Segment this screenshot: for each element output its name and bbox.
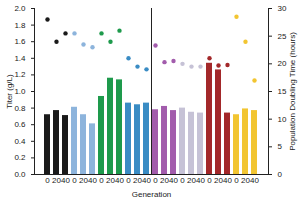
svg-text:20: 20 [278, 59, 287, 68]
svg-text:20: 20 [241, 176, 250, 186]
svg-text:0: 0 [207, 176, 212, 185]
svg-text:Generation: Generation [132, 190, 172, 199]
svg-text:20: 20 [214, 176, 223, 186]
svg-text:0: 0 [180, 176, 185, 185]
svg-text:30: 30 [278, 4, 287, 13]
svg-text:25: 25 [278, 32, 287, 41]
svg-text:40: 40 [142, 176, 151, 185]
svg-text:0: 0 [72, 176, 77, 185]
svg-text:1.8: 1.8 [14, 21, 26, 30]
svg-text:40: 40 [223, 176, 232, 185]
svg-text:0.2: 0.2 [14, 153, 26, 162]
svg-text:0: 0 [45, 176, 50, 185]
svg-text:10: 10 [278, 115, 287, 124]
svg-text:0: 0 [99, 176, 104, 185]
svg-text:0.6: 0.6 [14, 120, 26, 129]
svg-text:Population Doubling Time (hour: Population Doubling Time (hours) [288, 32, 297, 151]
svg-text:0.0: 0.0 [14, 170, 26, 179]
svg-text:1.6: 1.6 [14, 37, 26, 46]
svg-text:0: 0 [234, 176, 239, 185]
svg-text:5: 5 [278, 142, 283, 151]
svg-text:0.8: 0.8 [14, 104, 26, 113]
svg-text:40: 40 [61, 176, 70, 185]
svg-text:0: 0 [278, 170, 283, 179]
svg-text:40: 40 [115, 176, 124, 185]
svg-text:0: 0 [126, 176, 131, 185]
svg-text:20: 20 [133, 176, 142, 186]
svg-text:1.2: 1.2 [14, 70, 26, 79]
svg-text:1.4: 1.4 [14, 54, 26, 63]
svg-text:2.0: 2.0 [14, 4, 26, 13]
svg-text:40: 40 [196, 176, 205, 185]
svg-text:40: 40 [88, 176, 97, 185]
svg-text:20: 20 [187, 176, 196, 186]
svg-text:1.0: 1.0 [14, 87, 26, 96]
svg-text:20: 20 [106, 176, 115, 186]
svg-text:20: 20 [160, 176, 169, 186]
svg-text:40: 40 [169, 176, 178, 185]
svg-text:40: 40 [250, 176, 259, 185]
svg-text:15: 15 [278, 87, 287, 96]
svg-text:20: 20 [52, 176, 61, 186]
svg-text:20: 20 [79, 176, 88, 186]
svg-text:0: 0 [153, 176, 158, 185]
svg-text:Titer (g/L): Titer (g/L) [5, 74, 14, 109]
svg-text:0.4: 0.4 [14, 137, 26, 146]
